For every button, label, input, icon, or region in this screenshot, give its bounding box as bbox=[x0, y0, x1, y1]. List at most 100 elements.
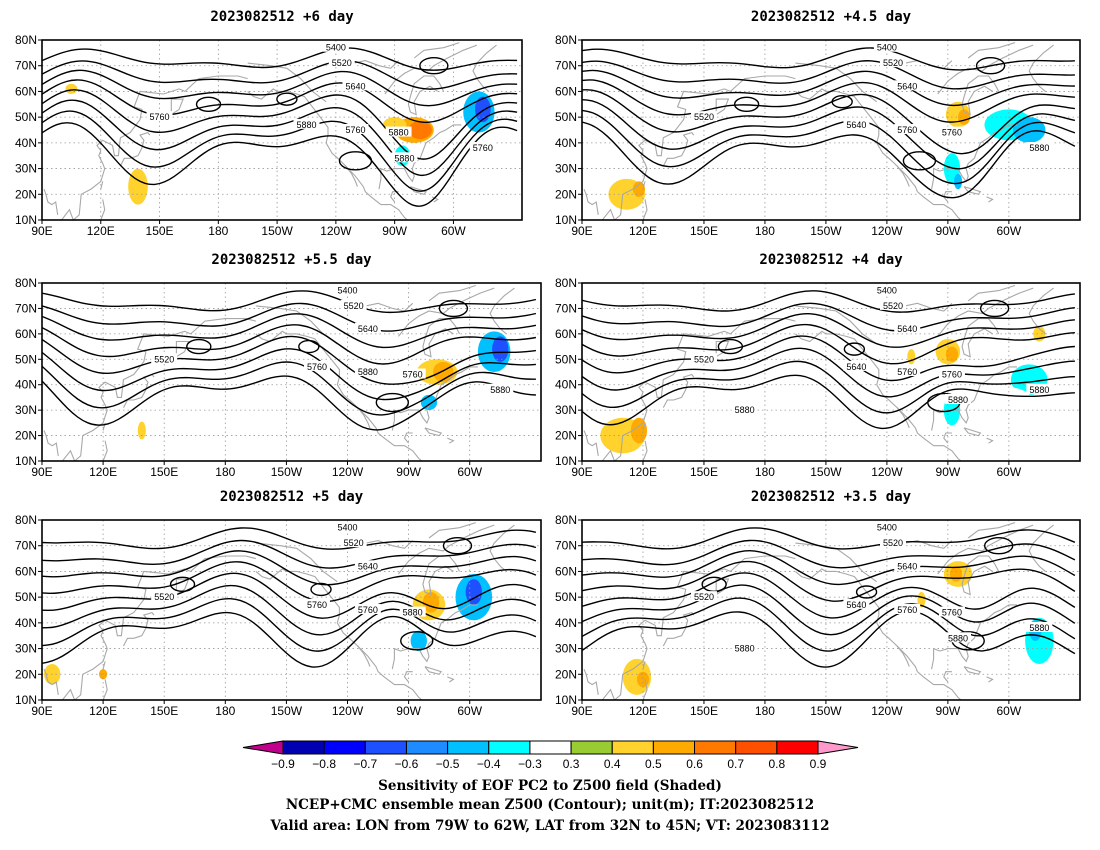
sensitivity-shade bbox=[907, 349, 916, 365]
coastline bbox=[403, 671, 413, 683]
lat-tick-label: 50N bbox=[555, 110, 577, 124]
contour-label-bg bbox=[328, 57, 355, 68]
lon-tick-label: 180 bbox=[755, 704, 775, 718]
coastline bbox=[357, 645, 371, 667]
lat-tick-label: 40N bbox=[555, 616, 577, 630]
contour-label-bg bbox=[1026, 622, 1053, 632]
coastline bbox=[61, 318, 257, 461]
lat-tick-label: 70N bbox=[15, 539, 37, 553]
coastline bbox=[662, 373, 695, 408]
sensitivity-shade bbox=[1012, 117, 1046, 143]
lat-tick-label: 20N bbox=[555, 429, 577, 443]
z500-contour bbox=[582, 610, 1076, 668]
lat-tick-label: 80N bbox=[555, 513, 577, 527]
contour-label-bg bbox=[873, 521, 900, 532]
coastline bbox=[100, 181, 104, 190]
lat-tick-label: 40N bbox=[15, 616, 37, 630]
coastline bbox=[937, 287, 1034, 337]
lon-tick-label: 180 bbox=[215, 465, 235, 479]
colorbar-label: −0.5 bbox=[436, 757, 460, 771]
z500-contour bbox=[42, 539, 537, 569]
lon-tick-label: 180 bbox=[755, 465, 775, 479]
sensitivity-shade bbox=[428, 283, 450, 294]
z500-contour bbox=[582, 47, 1075, 71]
z500-contour bbox=[42, 47, 518, 71]
lon-tick-label: 120E bbox=[87, 224, 115, 238]
map-content: 5400 5520 5640 5520 5640 5760 5760 5880 5880 5880 bbox=[582, 520, 1080, 700]
contour-label-bg bbox=[399, 368, 426, 379]
sensitivity-shade bbox=[945, 346, 959, 362]
coastline bbox=[937, 44, 1034, 95]
coastline bbox=[642, 661, 646, 670]
z500-closed-contour bbox=[979, 299, 1010, 318]
contour-label-bg bbox=[303, 598, 330, 609]
sensitivity-shade bbox=[953, 173, 963, 190]
lon-tick-label: 90W bbox=[382, 224, 407, 238]
contour-label-bg bbox=[354, 560, 381, 571]
lon-tick-label: 120W bbox=[871, 224, 903, 238]
coastline bbox=[662, 611, 695, 647]
map-frame bbox=[581, 39, 1081, 221]
sensitivity-shade bbox=[408, 43, 432, 57]
lat-tick-label: 50N bbox=[15, 352, 37, 366]
contour-label-bg bbox=[334, 284, 361, 295]
lat-tick-label: 40N bbox=[555, 378, 577, 392]
contour-label: 5400 bbox=[326, 43, 346, 53]
contour-label: 5520 bbox=[154, 592, 174, 602]
map-panel: 2023082512 +4.5 day540055205640552056405… bbox=[555, 9, 1081, 238]
coastline bbox=[353, 302, 414, 312]
coastline bbox=[967, 42, 1016, 59]
coastline bbox=[986, 196, 994, 203]
contour-label-bg bbox=[399, 606, 426, 617]
map-content: 5400 5520 5640 5520 5640 5760 5760 5880 bbox=[582, 40, 1080, 220]
contour-label-bg bbox=[843, 598, 870, 609]
coastline bbox=[397, 287, 495, 337]
z500-contour bbox=[582, 121, 1076, 199]
contour-label-bg bbox=[342, 124, 369, 134]
lat-tick-label: 10N bbox=[15, 213, 37, 227]
colorbar-label: 0.8 bbox=[769, 757, 786, 771]
z500-contour bbox=[42, 89, 518, 160]
lat-tick-label: 30N bbox=[555, 642, 577, 656]
contour-label-bg bbox=[894, 322, 921, 333]
colorbar-label: 0.3 bbox=[563, 757, 580, 771]
coastline bbox=[431, 196, 439, 203]
lon-tick-label: 150E bbox=[690, 224, 718, 238]
lon-tick-label: 90W bbox=[936, 465, 961, 479]
coastline bbox=[896, 165, 910, 187]
lat-tick-label: 50N bbox=[15, 590, 37, 604]
colorbar-swatch bbox=[488, 740, 531, 755]
coastline bbox=[413, 42, 460, 59]
sensitivity-shade bbox=[492, 336, 509, 362]
lat-tick-label: 80N bbox=[15, 33, 37, 47]
lon-tick-label: 150E bbox=[146, 224, 174, 238]
contour-label-bg bbox=[879, 299, 906, 310]
z500-closed-contour bbox=[186, 338, 212, 355]
colorbar-label: −0.9 bbox=[271, 757, 295, 771]
colorbar-swatch bbox=[611, 740, 654, 755]
lat-tick-label: 40N bbox=[15, 136, 37, 150]
lon-tick-label: 120W bbox=[871, 465, 903, 479]
contour-label: 5400 bbox=[337, 286, 357, 296]
contour-label-bg bbox=[342, 80, 369, 91]
coastline bbox=[931, 124, 1017, 190]
coastline bbox=[967, 522, 1016, 539]
lon-tick-label: 150E bbox=[690, 465, 718, 479]
lat-tick-label: 80N bbox=[15, 276, 37, 290]
z500-contour bbox=[582, 360, 1075, 414]
map-background bbox=[582, 283, 1080, 461]
lon-tick-label: 150W bbox=[810, 224, 842, 238]
coastline bbox=[931, 604, 1017, 670]
lat-tick-label: 80N bbox=[555, 33, 577, 47]
lat-tick-label: 60N bbox=[555, 327, 577, 341]
map-content: 5400 5520 5640 5520 5760 5880 5760 5880 bbox=[42, 283, 541, 461]
z500-contour bbox=[42, 611, 537, 668]
colorbar-swatch bbox=[652, 740, 696, 755]
contour-label: 5640 bbox=[358, 324, 378, 334]
caption-line-1: Sensitivity of EOF PC2 to Z500 field (Sh… bbox=[378, 778, 722, 794]
z500-contour bbox=[42, 324, 537, 365]
contour-label-bg bbox=[843, 118, 870, 129]
colorbar-label: −0.3 bbox=[518, 757, 542, 771]
contour-label: 5760 bbox=[307, 362, 327, 372]
